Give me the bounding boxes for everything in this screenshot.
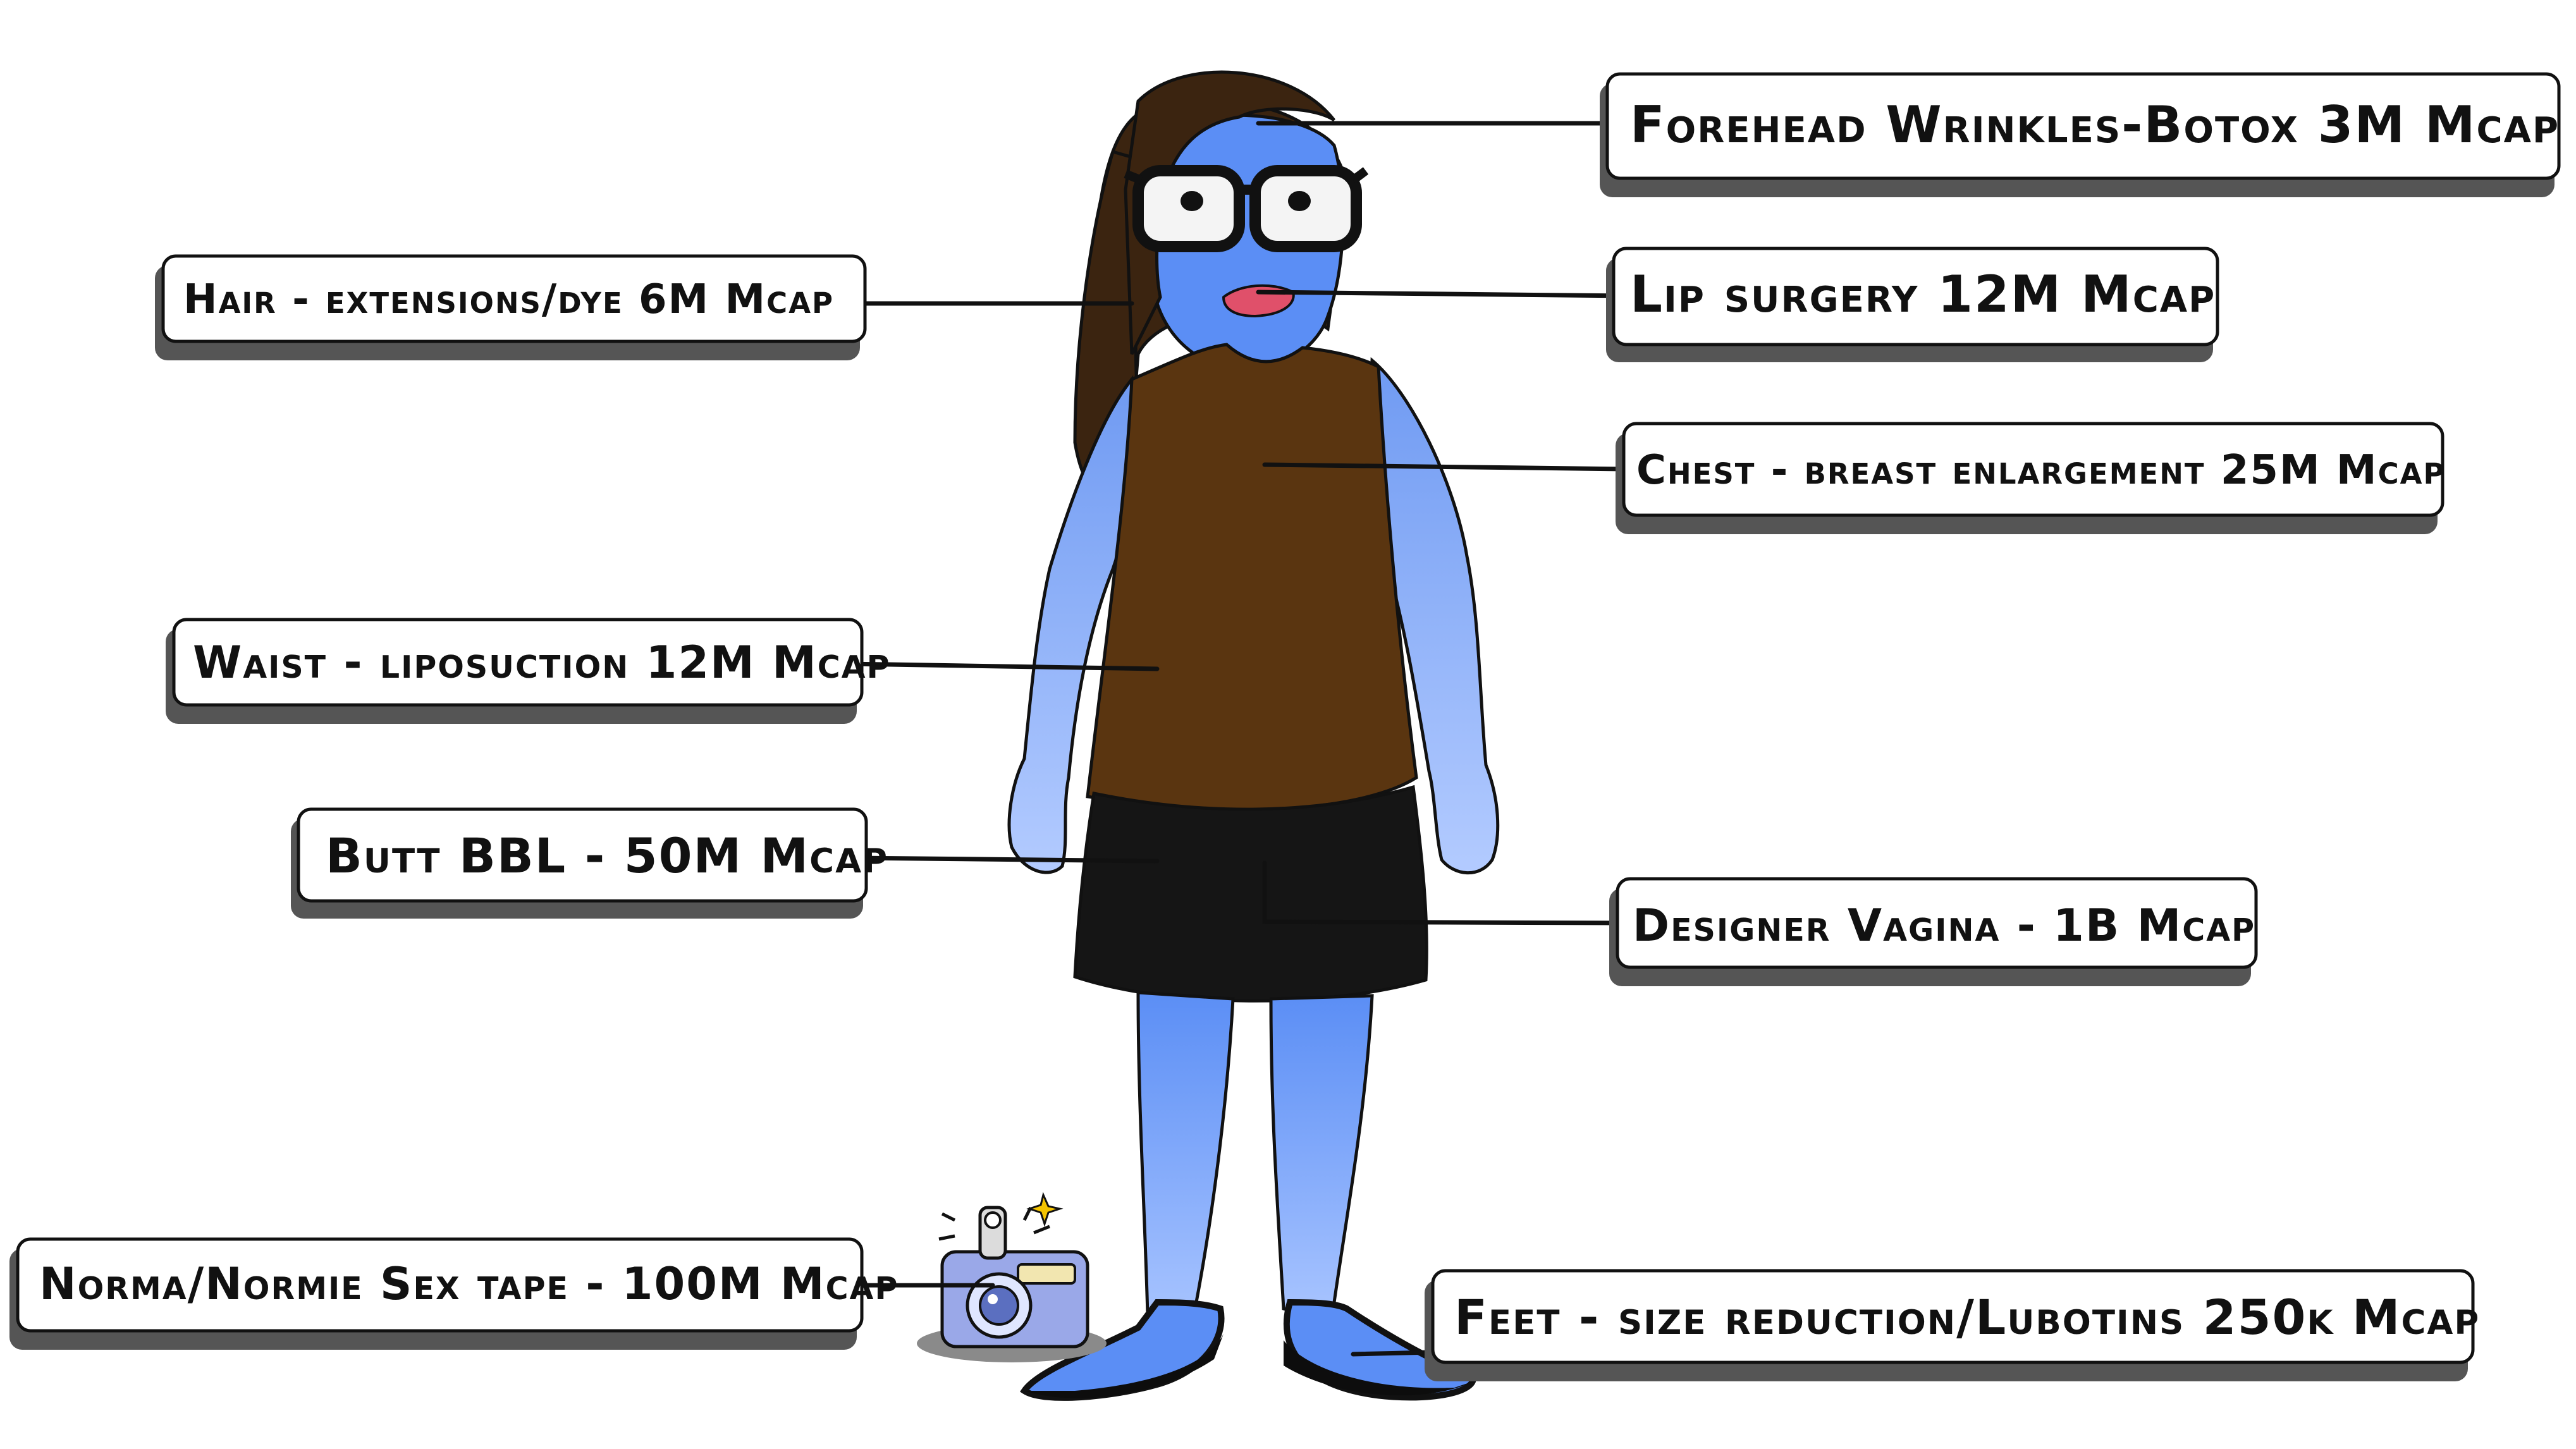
camera-icon <box>917 1192 1107 1362</box>
shirt <box>1086 343 1418 812</box>
label-hair: Hair - extensions/dye 6M Mcap <box>155 254 867 360</box>
right-shoe-sole <box>1284 1340 1473 1396</box>
label-feet: Feet - size reduction/Lubotins 250k Mcap <box>1425 1269 2480 1381</box>
label-designer-text: Designer Vagina - 1B Mcap <box>1633 900 2255 951</box>
label-butt-text: Butt BBL - 50M Mcap <box>326 828 888 884</box>
label-forehead: Forehead Wrinkles-Botox 3M Mcap <box>1600 72 2561 197</box>
left-arm <box>1007 375 1140 874</box>
left-leg <box>1136 991 1235 1323</box>
skirt <box>1073 785 1428 1003</box>
label-hair-text: Hair - extensions/dye 6M Mcap <box>183 276 834 323</box>
glasses-icon <box>1124 165 1369 252</box>
label-waist-text: Waist - liposuction 12M Mcap <box>193 637 891 688</box>
right-arm <box>1364 357 1500 875</box>
label-waist: Waist - liposuction 12M Mcap <box>166 618 891 724</box>
label-lip: Lip surgery 12M Mcap <box>1606 247 2219 362</box>
left-shoe-sole <box>1024 1334 1224 1398</box>
label-chest-text: Chest - breast enlargement 25M Mcap <box>1636 447 2445 494</box>
right-leg <box>1269 994 1374 1317</box>
label-butt: Butt BBL - 50M Mcap <box>291 807 888 919</box>
figure <box>1007 70 1500 1401</box>
label-lip-text: Lip surgery 12M Mcap <box>1630 265 2216 324</box>
label-designer: Designer Vagina - 1B Mcap <box>1609 877 2258 986</box>
label-tape-text: Norma/Normie Sex tape - 100M Mcap <box>39 1258 899 1310</box>
label-tape: Norma/Normie Sex tape - 100M Mcap <box>9 1237 899 1350</box>
label-forehead-text: Forehead Wrinkles-Botox 3M Mcap <box>1630 95 2560 154</box>
label-chest: Chest - breast enlargement 25M Mcap <box>1616 422 2445 534</box>
label-feet-text: Feet - size reduction/Lubotins 250k Mcap <box>1454 1289 2480 1345</box>
